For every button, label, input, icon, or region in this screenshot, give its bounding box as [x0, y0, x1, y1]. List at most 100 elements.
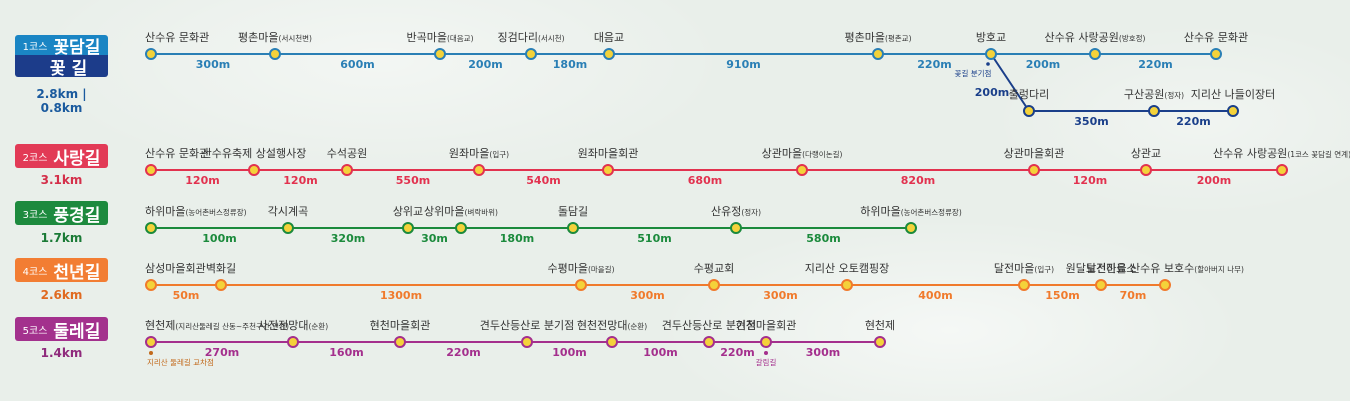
branch-station-label: 출렁다리 — [1009, 88, 1049, 101]
station-label: 상관교 — [1131, 147, 1161, 160]
course-4-name: 천년길 — [53, 262, 101, 283]
course-1-branch-name: 꽃 길 — [49, 58, 88, 79]
course-5-badge[interactable]: 5코스 둘레길 — [15, 317, 108, 342]
segment-distance-label: 100m — [552, 346, 586, 359]
segment-distance-label: 120m — [185, 174, 219, 187]
station-label: 견두산등산로 분기점 — [662, 319, 757, 332]
segment-distance-label: 300m — [806, 346, 840, 359]
station-dot — [215, 279, 227, 291]
station-label: 평촌마을(평촌교) — [844, 31, 911, 44]
station-label: 평촌마을(서시천변) — [238, 31, 312, 44]
station-label: 상위교 — [393, 205, 423, 218]
course-3-badge[interactable]: 3코스 풍경길 — [15, 201, 108, 226]
segment-distance-label: 100m — [202, 232, 236, 245]
station-label: 하위마을(농어촌버스정류장) — [860, 204, 962, 218]
segment-distance-label: 50m — [173, 289, 200, 302]
course-4-route: 50m 1300m 300m 300m 400m 150m 70m 삼성마을회관 벽화길 수평마을… — [145, 262, 1244, 302]
station-dot — [1095, 279, 1107, 291]
station-label: 사진전망대(순환) — [258, 319, 328, 332]
segment-distance-label: 510m — [637, 232, 671, 245]
segment-distance-label: 600m — [340, 58, 374, 71]
segment-distance-label: 540m — [526, 174, 560, 187]
station-label: 달전마을 산수유 보호수(할아버지 나무) — [1086, 262, 1244, 275]
segment-distance-label: 30m — [421, 232, 448, 245]
branch-station-dot — [1148, 105, 1160, 117]
station-dot — [394, 336, 406, 348]
station-dot — [1028, 164, 1040, 176]
course-1-branch-badge[interactable]: 꽃 길 — [15, 55, 108, 79]
station-label: 산수유 문화관 — [145, 31, 209, 44]
course-5-distance: 1.4km — [40, 346, 83, 360]
station-label: 상관마을(다랭이논길) — [762, 147, 843, 160]
crossing-marker — [764, 351, 768, 355]
segment-distance-label: 300m — [630, 289, 664, 302]
course-1-name: 꽃담길 — [53, 37, 101, 58]
station-dot — [730, 222, 742, 234]
station-dot — [567, 222, 579, 234]
segment-distance-label: 200m — [1197, 174, 1231, 187]
station-label: 상위마을(벼락바위) — [424, 205, 498, 218]
segment-distance-label: 200m — [468, 58, 502, 71]
station-dot — [521, 336, 533, 348]
station-label: 수석공원 — [327, 147, 367, 160]
station-label: 원좌마을회관 — [578, 147, 639, 160]
station-label: 돌담길 — [558, 205, 588, 218]
branch-station-dot — [1227, 105, 1239, 117]
segment-distance-label: 580m — [806, 232, 840, 245]
station-dot — [1089, 48, 1101, 60]
course-3-distance: 1.7km — [40, 231, 83, 245]
station-dot — [985, 48, 997, 60]
segment-distance-label: 180m — [500, 232, 534, 245]
course-2-badge[interactable]: 2코스 사랑길 — [15, 144, 108, 169]
station-dot — [603, 48, 615, 60]
segment-distance-label: 300m — [763, 289, 797, 302]
course-4-badge[interactable]: 4코스 천년길 — [15, 258, 108, 283]
course-4-distance: 2.6km — [40, 288, 83, 302]
station-label: 현천마을회관 — [736, 318, 797, 332]
branch-segment-label: 200m — [975, 86, 1009, 99]
course-3-name: 풍경길 — [53, 205, 101, 226]
segment-distance-label: 680m — [688, 174, 722, 187]
station-label: 방호교 — [976, 31, 1006, 44]
station-dot — [145, 164, 157, 176]
segment-distance-label: 180m — [553, 58, 587, 71]
course-2-number: 2코스 — [22, 152, 48, 164]
course-1-route: 200m 350m 220m 출렁다리 구산공원(정자) 지리산 나들이장터 꽃길 분기점 3… — [145, 31, 1275, 128]
branch-station-label: 지리산 나들이장터 — [1191, 88, 1275, 101]
segment-distance-label: 100m — [643, 346, 677, 359]
station-label: 원좌마을(입구) — [449, 147, 509, 160]
course-1-branch: 200m 350m 220m 출렁다리 구산공원(정자) 지리산 나들이장터 꽃길 분기점 — [955, 53, 1275, 128]
station-label: 수평마을(마을길) — [547, 262, 614, 275]
station-label: 산유정(정자) — [711, 205, 761, 218]
station-dot — [796, 164, 808, 176]
station-dot — [841, 279, 853, 291]
segment-distance-label: 1300m — [380, 289, 422, 302]
station-dot — [760, 336, 772, 348]
branch-station-label: 구산공원(정자) — [1124, 88, 1184, 101]
station-dot — [434, 48, 446, 60]
station-dot — [145, 222, 157, 234]
station-label: 견두산등산로 분기점 — [480, 319, 575, 332]
station-label: 현천전망대(순환) — [577, 318, 647, 332]
course-4-number: 4코스 — [22, 266, 48, 278]
station-label: 산수유 사랑공원(방호정) — [1045, 31, 1146, 44]
course-5-route: 270m 160m 220m 100m 100m 220m 300m 현천제(지리산둘레길 산… — [145, 318, 895, 367]
branch-segment-label: 220m — [1176, 115, 1210, 128]
station-label: 산수유 문화관 — [1184, 31, 1248, 44]
course-1-distance: 2.8km | 0.8km — [36, 87, 87, 115]
course-1-badge[interactable]: 1코스 꽃담길 — [15, 35, 108, 58]
segment-distance-label: 550m — [396, 174, 430, 187]
segment-distance-label: 270m — [205, 346, 239, 359]
station-label: 원달보건진료소 — [1066, 262, 1137, 275]
course-5-name: 둘레길 — [53, 321, 101, 342]
segment-distance-label: 320m — [331, 232, 365, 245]
station-dot — [248, 164, 260, 176]
station-label: 반곡마을(대음교) — [406, 31, 473, 44]
station-dot — [1159, 279, 1171, 291]
crossing-marker — [149, 351, 153, 355]
station-label: 하위마을(농어촌버스정류장) — [145, 204, 247, 218]
segment-distance-label: 220m — [446, 346, 480, 359]
course-2-name: 사랑길 — [53, 148, 101, 169]
